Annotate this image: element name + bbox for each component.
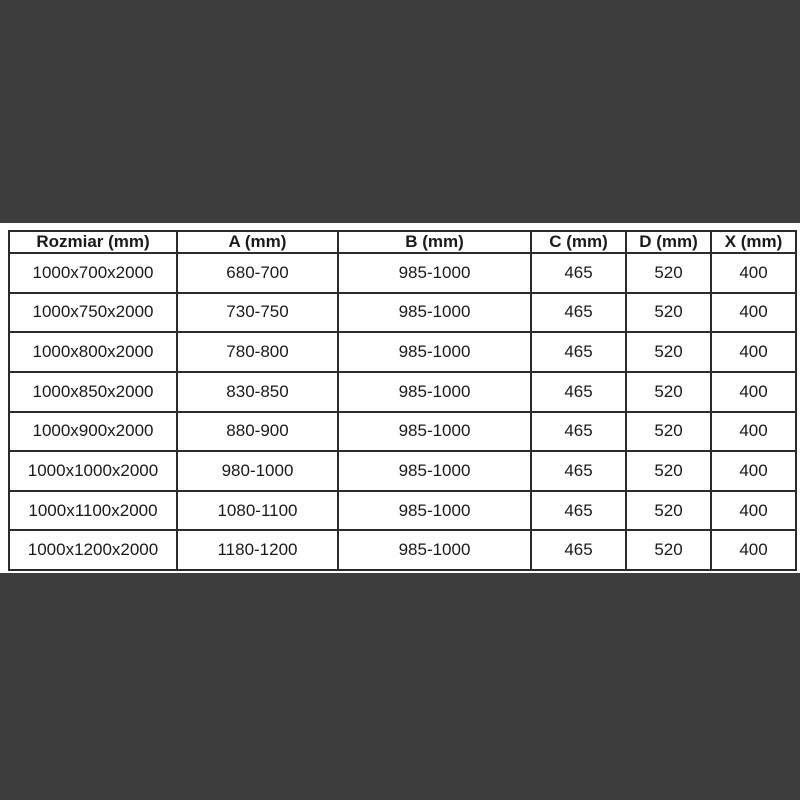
table-cell: 985-1000 xyxy=(337,252,532,294)
table-cell: 400 xyxy=(710,370,797,413)
table-cell: 465 xyxy=(530,370,627,413)
table-cell: 780-800 xyxy=(176,331,339,373)
table-cell: 520 xyxy=(625,450,712,492)
table-cell: 520 xyxy=(625,410,712,453)
column-header: D (mm) xyxy=(625,230,712,254)
column-header: Rozmiar (mm) xyxy=(8,230,178,254)
column-header: B (mm) xyxy=(337,230,532,254)
table-cell: 400 xyxy=(710,331,797,373)
table-cell: 400 xyxy=(710,489,797,532)
table-body: 1000x700x2000 680-700 985-1000 465 520 400 100… xyxy=(8,252,797,571)
table-row: 1000x1200x2000 1180-1200 985-1000 465 520 400 xyxy=(8,529,797,571)
table-cell: 520 xyxy=(625,489,712,532)
table-cell: 985-1000 xyxy=(337,370,532,413)
table-cell: 985-1000 xyxy=(337,529,532,571)
table-row: 1000x850x2000 830-850 985-1000 465 520 400 xyxy=(8,370,797,413)
table-cell: 1000x850x2000 xyxy=(8,370,178,413)
table-cell: 985-1000 xyxy=(337,489,532,532)
table-cell: 400 xyxy=(710,252,797,294)
table-cell: 730-750 xyxy=(176,291,339,334)
table-cell: 520 xyxy=(625,529,712,571)
table-cell: 1000x750x2000 xyxy=(8,291,178,334)
table-cell: 465 xyxy=(530,291,627,334)
table-cell: 830-850 xyxy=(176,370,339,413)
table-header-row: Rozmiar (mm) A (mm) B (mm) C (mm) D (mm) X (m… xyxy=(8,230,797,254)
column-header: C (mm) xyxy=(530,230,627,254)
table-cell: 400 xyxy=(710,450,797,492)
table-cell: 400 xyxy=(710,529,797,571)
table-row: 1000x1100x2000 1080-1100 985-1000 465 520 400 xyxy=(8,489,797,532)
table-cell: 1000x1100x2000 xyxy=(8,489,178,532)
table-cell: 1000x800x2000 xyxy=(8,331,178,373)
table-cell: 1000x700x2000 xyxy=(8,252,178,294)
table-row: 1000x750x2000 730-750 985-1000 465 520 400 xyxy=(8,291,797,334)
table-cell: 465 xyxy=(530,252,627,294)
column-header: X (mm) xyxy=(710,230,797,254)
table-cell: 985-1000 xyxy=(337,410,532,453)
table-cell: 1000x1000x2000 xyxy=(8,450,178,492)
table-row: 1000x800x2000 780-800 985-1000 465 520 400 xyxy=(8,331,797,373)
table-cell: 465 xyxy=(530,410,627,453)
table-panel: Rozmiar (mm) A (mm) B (mm) C (mm) D (mm) X (m… xyxy=(0,223,800,573)
table-row: 1000x1000x2000 980-1000 985-1000 465 520 400 xyxy=(8,450,797,492)
table-cell: 1080-1100 xyxy=(176,489,339,532)
table-cell: 985-1000 xyxy=(337,450,532,492)
table-cell: 465 xyxy=(530,450,627,492)
table-cell: 465 xyxy=(530,529,627,571)
table-cell: 880-900 xyxy=(176,410,339,453)
table-cell: 520 xyxy=(625,291,712,334)
table-row: 1000x900x2000 880-900 985-1000 465 520 400 xyxy=(8,410,797,453)
column-header: A (mm) xyxy=(176,230,339,254)
table-cell: 465 xyxy=(530,331,627,373)
table-cell: 400 xyxy=(710,410,797,453)
table-cell: 985-1000 xyxy=(337,331,532,373)
table-cell: 465 xyxy=(530,489,627,532)
table-cell: 980-1000 xyxy=(176,450,339,492)
table-cell: 1180-1200 xyxy=(176,529,339,571)
table-cell: 520 xyxy=(625,370,712,413)
table-cell: 1000x900x2000 xyxy=(8,410,178,453)
table-cell: 520 xyxy=(625,252,712,294)
table-row: 1000x700x2000 680-700 985-1000 465 520 400 xyxy=(8,252,797,294)
table-cell: 680-700 xyxy=(176,252,339,294)
size-specification-table: Rozmiar (mm) A (mm) B (mm) C (mm) D (mm) X (m… xyxy=(8,230,797,571)
table-cell: 520 xyxy=(625,331,712,373)
table-cell: 985-1000 xyxy=(337,291,532,334)
table-cell: 400 xyxy=(710,291,797,334)
table-cell: 1000x1200x2000 xyxy=(8,529,178,571)
